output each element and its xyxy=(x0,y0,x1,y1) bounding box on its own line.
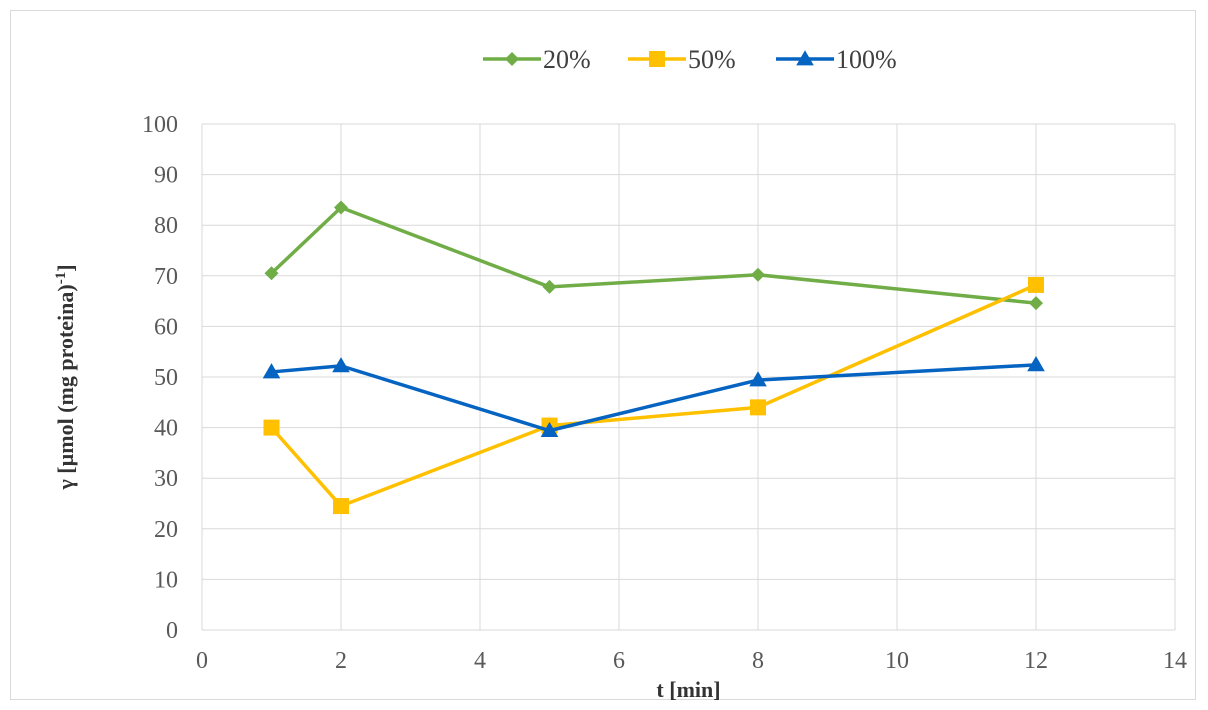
y-tick-label: 40 xyxy=(154,416,178,442)
series-line xyxy=(272,365,1037,431)
grid xyxy=(202,124,1175,630)
y-tick-label: 60 xyxy=(154,314,178,340)
series-line xyxy=(272,285,1037,506)
data-point xyxy=(333,498,349,514)
x-tick-label: 2 xyxy=(335,648,347,674)
y-axis-title: γ [µmol (mg proteina)-1] xyxy=(53,264,78,490)
y-tick-label: 10 xyxy=(154,567,178,593)
data-point xyxy=(750,399,766,415)
y-tick-label: 30 xyxy=(154,466,178,492)
x-tick-label: 4 xyxy=(474,648,486,674)
data-point xyxy=(264,420,280,436)
data-point xyxy=(649,51,665,67)
y-tick-label: 90 xyxy=(154,163,178,189)
x-tick-label: 8 xyxy=(752,648,764,674)
y-axis-title-main: γ [µmol (mg proteina) xyxy=(53,284,78,490)
data-point xyxy=(1029,296,1043,310)
y-tick-labels: 0 10 20 30 40 50 60 70 80 90 100 xyxy=(142,112,178,644)
y-tick-label: 70 xyxy=(154,264,178,290)
x-tick-labels: 0 2 4 6 8 10 12 14 xyxy=(196,648,1187,674)
legend-label: 100% xyxy=(836,45,897,74)
y-tick-label: 80 xyxy=(154,213,178,239)
line-chart: 0 10 20 30 40 50 60 70 80 90 100 0 2 4 6 8 10 12 14 20% 50… xyxy=(11,11,1197,701)
y-axis-title-suffix: ] xyxy=(53,264,78,271)
data-point xyxy=(751,268,765,282)
data-point xyxy=(543,280,557,294)
legend: 20% 50% 100% xyxy=(483,45,897,74)
x-tick-label: 6 xyxy=(613,648,625,674)
data-point xyxy=(1028,277,1044,293)
series-100-percent xyxy=(263,356,1045,437)
y-axis-title-superscript: -1 xyxy=(53,272,69,285)
chart-frame: 0 10 20 30 40 50 60 70 80 90 100 0 2 4 6 8 10 12 14 20% 50… xyxy=(10,10,1196,700)
legend-item: 20% xyxy=(483,45,591,74)
y-tick-label: 20 xyxy=(154,517,178,543)
x-axis-title: t [min] xyxy=(656,677,720,701)
y-tick-label: 100 xyxy=(142,112,178,138)
legend-item: 50% xyxy=(628,45,736,74)
data-point xyxy=(505,52,519,66)
series xyxy=(263,200,1045,514)
y-tick-label: 0 xyxy=(166,618,178,644)
y-tick-label: 50 xyxy=(154,365,178,391)
x-tick-label: 0 xyxy=(196,648,208,674)
legend-label: 20% xyxy=(543,45,591,74)
series-line xyxy=(272,207,1037,303)
series-20-percent xyxy=(265,200,1044,310)
legend-item: 100% xyxy=(776,45,897,74)
legend-label: 50% xyxy=(688,45,736,74)
x-tick-label: 12 xyxy=(1024,648,1048,674)
x-tick-label: 14 xyxy=(1163,648,1187,674)
x-tick-label: 10 xyxy=(885,648,909,674)
